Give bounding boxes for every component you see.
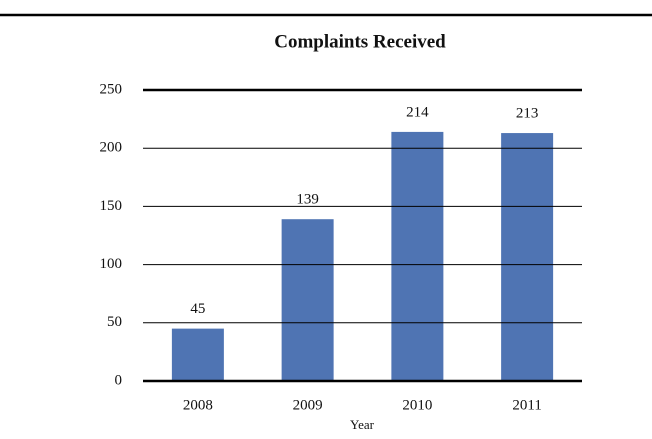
y-tick-label: 250	[100, 81, 123, 97]
y-tick-label: 200	[100, 140, 123, 156]
x-axis-label: Year	[350, 417, 375, 432]
data-label: 45	[190, 301, 205, 317]
bar	[391, 131, 444, 381]
data-label: 213	[516, 106, 539, 122]
bar	[501, 133, 554, 381]
y-tick-label: 150	[100, 198, 123, 214]
bar	[281, 219, 334, 381]
y-tick-label: 0	[115, 372, 123, 388]
x-tick-label: 2008	[183, 397, 213, 413]
x-tick-label: 2009	[293, 397, 323, 413]
bar	[171, 328, 224, 381]
x-tick-label: 2010	[402, 397, 432, 413]
y-tick-label: 100	[100, 256, 123, 272]
x-tick-label: 2011	[512, 397, 541, 413]
y-tick-label: 50	[107, 314, 122, 330]
chart-title: Complaints Received	[274, 31, 446, 52]
data-label: 214	[406, 104, 429, 120]
data-label: 139	[296, 192, 319, 208]
